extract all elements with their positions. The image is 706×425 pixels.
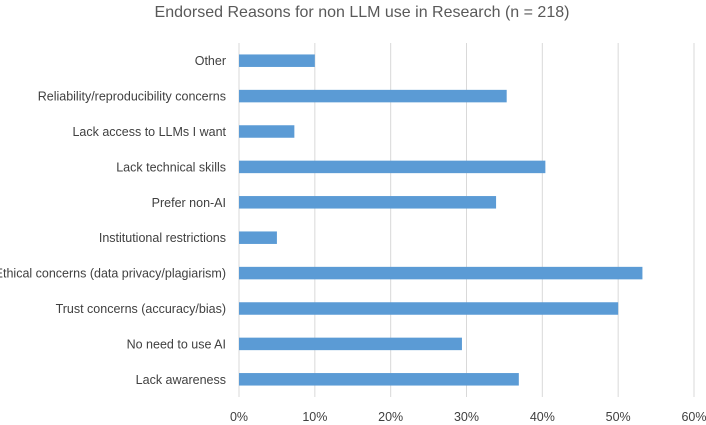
category-label: Prefer non-AI [152,196,226,210]
category-label: Lack awareness [136,373,226,387]
x-tick-label: 60% [681,410,706,424]
category-label: Institutional restrictions [99,231,226,245]
bar [239,89,507,103]
bar [239,54,315,67]
chart-title: Endorsed Reasons for non LLM use in Rese… [155,4,570,21]
category-label: Lack access to LLMs I want [72,125,226,139]
x-tick-label: 20% [378,410,403,424]
category-label: Ethical concerns (data privacy/plagiaris… [0,267,226,281]
bar [239,196,497,209]
x-tick-label: 50% [606,410,631,424]
bar [239,373,519,386]
bar [239,231,277,244]
x-tick-label: 30% [454,410,479,424]
category-label: No need to use AI [127,337,226,351]
category-label: Trust concerns (accuracy/bias) [56,302,226,316]
bars [239,54,643,386]
bar [239,266,643,280]
category-label: Reliability/reproducibility concerns [38,90,226,104]
category-label: Lack technical skills [116,160,226,174]
x-tick-label: 0% [230,410,248,424]
bar [239,160,546,174]
x-tick-labels: 0% 10% 20% 30% 40% 50% 60% [230,410,706,424]
bar [239,125,295,138]
x-tick-label: 10% [302,410,327,424]
category-labels: Other Reliability/reproducibility concern… [0,54,227,387]
x-tick-label: 40% [530,410,555,424]
bar [239,337,462,351]
category-label: Other [195,54,226,68]
bar [239,302,619,315]
